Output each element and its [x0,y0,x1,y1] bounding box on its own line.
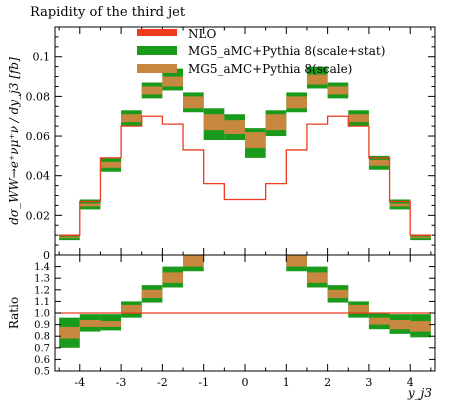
ratio-axis-label: Ratio [7,297,21,329]
ratio-scale-band-bin [121,305,142,313]
x-tick-label: 3 [365,376,372,389]
ratio-scale-band-bin [410,321,431,331]
ratio-bands [59,255,431,348]
x-tick-label: -1 [198,376,209,389]
main-scale-band-bin [142,86,163,94]
main-scale-band-bin [162,77,183,87]
ratio-tick-label: 1.2 [34,285,50,296]
y-tick-label: 0.08 [26,90,51,103]
ratio-tick-label: 0.8 [34,332,50,343]
main-scale-band-bin [286,96,307,108]
ratio-scale-band-bin [142,290,163,298]
ratio-scale-band-bin [348,305,369,313]
ratio-tick-label: 1.0 [34,309,50,320]
y-tick-label: 0 [43,249,50,262]
legend-label: MG5_aMC+Pythia 8(scale+stat) [188,44,385,58]
ratio-scale-band-bin [286,255,307,267]
main-bands [59,67,431,240]
main-scale-band-bin [121,114,142,122]
legend-label: MG5_aMC+Pythia 8(scale) [188,62,352,76]
ratio-tick-label: 1.1 [34,297,50,308]
x-tick-label: 0 [242,376,249,389]
y-tick-label: 0.1 [33,51,51,64]
legend-label: NLO [188,27,216,41]
main-scale-band-bin [59,237,80,238]
x-tick-label: 2 [324,376,331,389]
ratio-scale-band-bin [100,321,121,327]
main-scale-band-bin [224,120,245,134]
y-tick-label: 0.06 [26,130,51,143]
ratio-tick-label: 0.9 [34,320,50,331]
ratio-scale-band-bin [80,320,101,327]
main-scale-band-bin [245,132,266,148]
main-scale-band-bin [307,75,328,85]
main-scale-band-bin [348,114,369,122]
legend: NLO MG5_aMC+Pythia 8(scale+stat) MG5_aMC+P… [137,27,385,76]
main-scale-band-bin [369,160,390,166]
ratio-tick-label: 0.7 [34,343,50,354]
main-y-axis-label: dσ_WW→e⁺νμ⁺ν / dy_j3 [fb] [7,57,21,225]
legend-swatch [137,29,177,36]
y-tick-label: 0.04 [26,170,51,183]
ratio-tick-label: 0.6 [34,355,50,366]
ratio-scale-band-bin [328,290,349,298]
main-scale-band-bin [390,203,411,206]
main-scale-band-bin [183,96,204,108]
x-tick-label: -4 [74,376,85,389]
y-tick-label: 0.02 [26,209,51,222]
ratio-scale-band-bin [183,255,204,267]
ratio-plot: 0.50.60.70.80.91.01.11.21.31.4 -4 -3 -2 -1 0… [34,255,435,389]
ratio-scale-band-bin [390,320,411,329]
main-scale-band-bin [410,237,431,238]
main-scale-band-bin [328,86,349,94]
ratio-scale-band-bin [369,318,390,325]
ratio-scale-band-bin [307,272,328,282]
main-scale-band-bin [100,162,121,168]
x-tick-label: 1 [283,376,290,389]
main-scale-band-bin [80,203,101,206]
ratio-tick-label: 0.5 [34,367,50,378]
ratio-scale-band-bin [59,327,80,339]
ratio-tick-label: 1.3 [34,274,50,285]
chart-title: Rapidity of the third jet [30,5,186,20]
x-tick-label: -2 [157,376,168,389]
x-tick-label: -3 [116,376,127,389]
legend-swatch [137,64,177,73]
main-scale-band-bin [266,114,287,130]
ratio-scale-band-bin [162,272,183,282]
legend-swatch [137,46,177,55]
x-axis-label: y_j3 [407,386,433,400]
ratio-tick-label: 1.4 [34,262,50,273]
main-scale-band-bin [204,114,225,130]
